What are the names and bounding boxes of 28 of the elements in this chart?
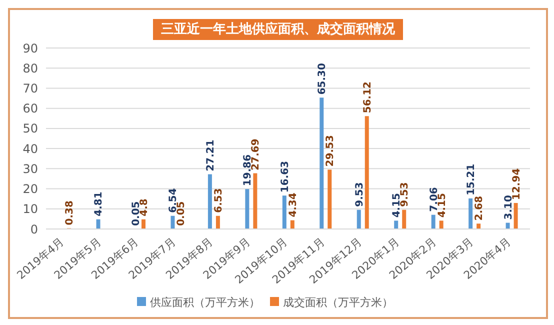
- y-tick-label: 10: [22, 202, 38, 216]
- data-label: 4.15: [436, 192, 448, 218]
- legend-label: 供应面积（万平方米）: [150, 296, 260, 309]
- y-tick-label: 20: [22, 182, 38, 196]
- data-label: 56.12: [362, 81, 374, 114]
- data-label: 0.38: [64, 200, 76, 226]
- data-label: 9.53: [354, 182, 366, 207]
- y-tick-label: 30: [22, 162, 38, 176]
- data-label: 65.30: [317, 63, 328, 95]
- y-tick-label: 40: [22, 142, 38, 156]
- data-label: 4.8: [138, 198, 150, 216]
- chart-title: 三亚近一年土地供应面积、成交面积情况: [153, 19, 403, 40]
- data-label: 4.81: [94, 192, 105, 216]
- y-tick-label: 90: [22, 41, 38, 56]
- y-tick-label: 70: [22, 81, 38, 96]
- y-tick-label: 0: [30, 222, 38, 236]
- data-label: 4.34: [288, 192, 299, 218]
- data-label: 15.21: [466, 164, 478, 196]
- data-label: 12.94: [511, 168, 522, 200]
- legend-label: 成交面积（万平方米）: [283, 296, 393, 309]
- y-tick-label: 50: [22, 122, 38, 136]
- data-label: 27.21: [205, 140, 216, 172]
- y-tick-label: 60: [22, 102, 38, 116]
- y-tick-label: 80: [22, 61, 38, 76]
- data-label: 29.53: [325, 134, 336, 167]
- data-label: 16.63: [280, 160, 291, 193]
- data-label: 6.53: [213, 188, 224, 213]
- data-label: 2.68: [474, 196, 486, 221]
